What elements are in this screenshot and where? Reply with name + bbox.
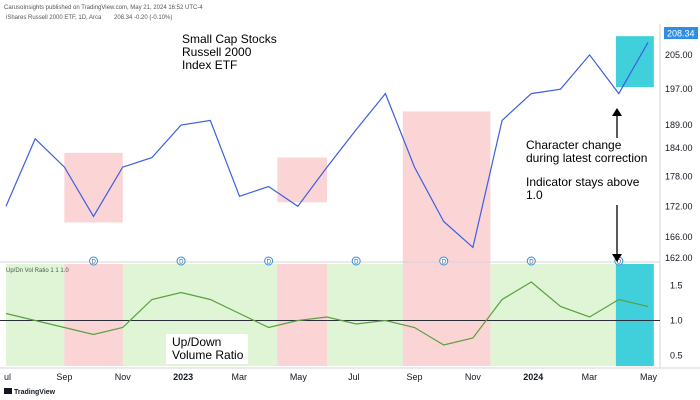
svg-text:D: D <box>617 259 622 265</box>
time-tick-4: Mar <box>231 372 247 382</box>
indicator-red-shade-3 <box>402 264 491 366</box>
correction-shade-1 <box>64 152 123 223</box>
svg-text:D: D <box>529 259 534 265</box>
latest-correction-shade <box>615 36 654 88</box>
published-text: CarusoInsights published on TradingView.… <box>4 5 203 11</box>
correction-shade-2 <box>277 157 327 203</box>
time-axis-ticks: ul Sep Nov 2023 Mar May Jul Sep Nov 2024 Mar May <box>4 372 658 382</box>
dividend-marker-3: D <box>264 256 274 266</box>
last-price-tag <box>664 27 698 39</box>
time-tick-10: Mar <box>582 372 598 382</box>
svg-text:D: D <box>354 259 359 265</box>
ratio-label-box <box>166 334 248 364</box>
symbol-text: iShares Russell 2000 ETF, 1D, Arca <box>6 15 102 21</box>
title-line-1: Small Cap Stocks <box>182 32 277 46</box>
time-tick-2: Nov <box>115 372 132 382</box>
indicator-red-shade-1 <box>64 264 123 366</box>
dividend-marker-1: D <box>89 256 99 266</box>
dividend-marker-5: D <box>439 256 449 266</box>
time-tick-8: Nov <box>465 372 482 382</box>
dividend-marker-6: D <box>526 256 536 266</box>
time-tick-6: Jul <box>348 372 360 382</box>
correction-shade-3 <box>402 111 491 265</box>
indicator-tick-1: 1.0 <box>670 316 683 326</box>
time-tick-9: 2024 <box>523 372 543 382</box>
time-tick-0: ul <box>4 372 11 382</box>
tradingview-logo: TradingView <box>4 388 56 396</box>
price-tick-7: 166.00 <box>665 232 693 242</box>
indicator-header: Up/Dn Vol Ratio 1 1 1.0 <box>6 268 69 274</box>
symbol-values: 208.34 -0.20 (-0.10%) <box>114 15 172 21</box>
title-line-2: Russell 2000 <box>182 45 252 59</box>
arrow-down <box>612 205 622 262</box>
svg-text:TradingView: TradingView <box>14 389 56 396</box>
svg-text:D: D <box>179 259 184 265</box>
indicator-red-shade-2 <box>277 264 327 366</box>
title-line-3: Index ETF <box>182 58 237 72</box>
price-tick-1: 205.00 <box>665 50 693 60</box>
price-tick-5: 178.00 <box>665 172 693 182</box>
svg-text:D: D <box>92 259 97 265</box>
indicator-shaded-regions <box>6 264 654 366</box>
indicator-note-line-1: Indicator stays above <box>526 175 640 189</box>
price-tick-6: 172.00 <box>665 201 693 211</box>
indicator-line <box>5 281 649 346</box>
time-tick-1: Sep <box>56 372 72 382</box>
character-change-line-1: Character change <box>526 138 622 152</box>
shaded-regions <box>64 36 654 265</box>
price-tick-4: 184.00 <box>665 143 693 153</box>
indicator-latest-shade <box>615 264 654 366</box>
time-tick-11: May <box>640 372 658 382</box>
indicator-tick-0: 1.5 <box>670 281 683 291</box>
ratio-label-line-1: Up/Down <box>172 335 221 349</box>
price-tick-3: 189.00 <box>665 120 693 130</box>
price-line <box>5 42 649 249</box>
indicator-tick-2: 0.5 <box>670 351 683 361</box>
svg-text:D: D <box>442 259 447 265</box>
time-tick-5: May <box>290 372 308 382</box>
indicator-axis-ticks: 1.5 1.0 0.5 <box>670 281 683 361</box>
dividend-marker-2: D <box>176 256 186 266</box>
svg-text:D: D <box>267 259 272 265</box>
time-tick-3: 2023 <box>173 372 193 382</box>
time-tick-7: Sep <box>407 372 423 382</box>
arrow-up <box>612 108 622 138</box>
dividend-marker-4: D <box>351 256 361 266</box>
price-tick-2: 197.00 <box>665 84 693 94</box>
last-price-value: 208.34 <box>667 29 695 39</box>
character-change-line-2: during latest correction <box>526 151 647 165</box>
ratio-label-line-2: Volume Ratio <box>172 348 244 362</box>
indicator-note-line-2: 1.0 <box>526 188 543 202</box>
price-tick-8: 162.00 <box>665 253 693 263</box>
